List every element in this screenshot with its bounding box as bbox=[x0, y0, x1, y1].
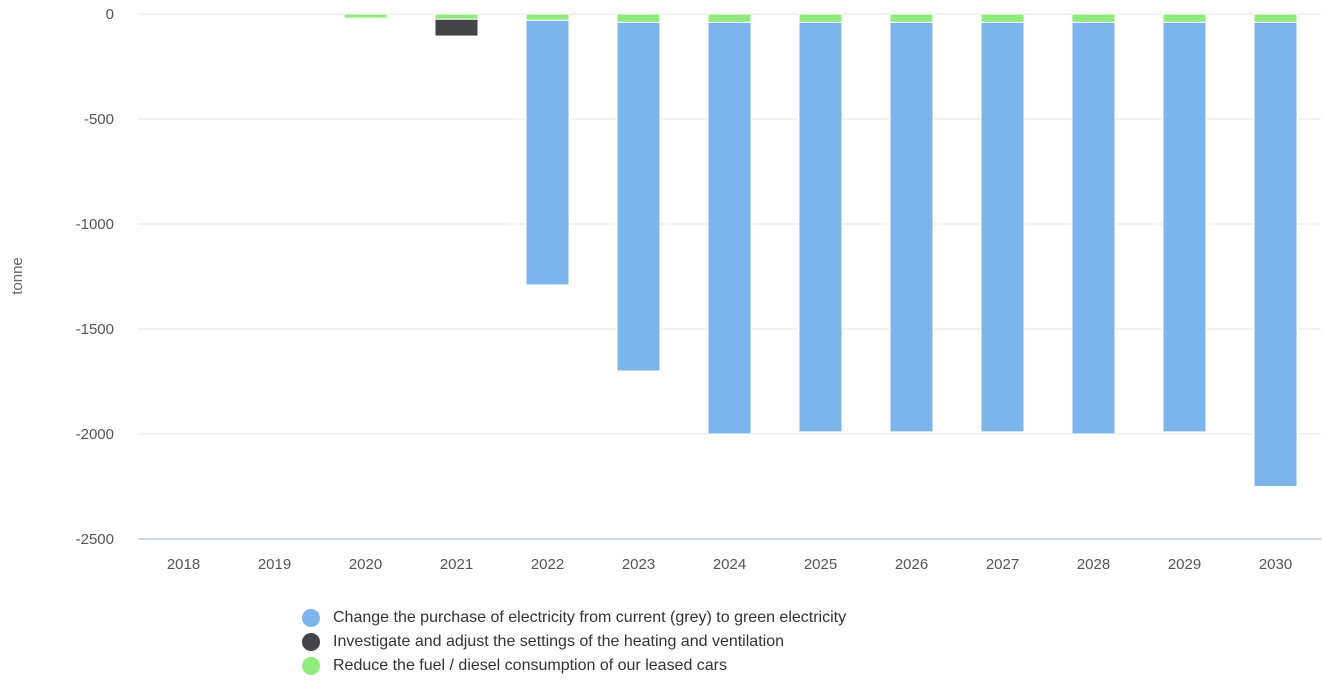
bar-segment[interactable] bbox=[1072, 14, 1115, 22]
y-axis-title: tonne bbox=[9, 257, 26, 295]
legend-marker-icon bbox=[302, 633, 320, 651]
x-tick-label: 2021 bbox=[440, 556, 473, 573]
bar-segment[interactable] bbox=[799, 14, 842, 22]
y-tick-label: 0 bbox=[106, 6, 114, 23]
y-tick-label: -2500 bbox=[76, 531, 114, 548]
y-tick-label: -1500 bbox=[76, 321, 114, 338]
y-axis-tick-labels: 0 -500 -1000 -1500 -2000 -2500 bbox=[76, 6, 114, 548]
x-tick-label: 2018 bbox=[167, 556, 200, 573]
legend-item-fuel-diesel[interactable]: Reduce the fuel / diesel consumption of … bbox=[302, 654, 846, 678]
x-tick-label: 2023 bbox=[622, 556, 655, 573]
x-tick-label: 2026 bbox=[895, 556, 928, 573]
legend-item-heating-ventilation[interactable]: Investigate and adjust the settings of t… bbox=[302, 630, 846, 654]
bar-segment[interactable] bbox=[617, 14, 660, 22]
legend-label: Investigate and adjust the settings of t… bbox=[333, 633, 784, 651]
bar-segment[interactable] bbox=[799, 22, 842, 432]
bar-segment[interactable] bbox=[708, 22, 751, 434]
bar-segment[interactable] bbox=[526, 14, 569, 20]
bars bbox=[344, 14, 1297, 487]
legend-marker-icon bbox=[302, 609, 320, 627]
bar-segment[interactable] bbox=[890, 14, 933, 22]
legend-label: Change the purchase of electricity from … bbox=[333, 609, 846, 627]
stacked-bar-chart: 0-500-1000-1500-2000-2500 2018 2019 2020 20… bbox=[0, 0, 1323, 600]
x-tick-label: 2025 bbox=[804, 556, 837, 573]
bar-segment[interactable] bbox=[1072, 22, 1115, 434]
x-tick-label: 2028 bbox=[1077, 556, 1110, 573]
bar-segment[interactable] bbox=[617, 22, 660, 371]
x-tick-label: 2024 bbox=[713, 556, 746, 573]
bar-segment[interactable] bbox=[981, 14, 1024, 22]
bar-segment[interactable] bbox=[1254, 14, 1297, 22]
y-tick-label: -2000 bbox=[76, 426, 114, 443]
x-tick-label: 2027 bbox=[986, 556, 1019, 573]
legend-item-electricity[interactable]: Change the purchase of electricity from … bbox=[302, 606, 846, 630]
legend-marker-icon bbox=[302, 657, 320, 675]
bar-segment[interactable] bbox=[981, 22, 1024, 432]
y-tick-label: -500 bbox=[84, 111, 114, 128]
bar-segment[interactable] bbox=[890, 22, 933, 432]
x-axis-tick-labels: 2018 2019 2020 2021 2022 2023 2024 2025 2026 2027… bbox=[167, 556, 1292, 573]
bar-segment[interactable] bbox=[435, 14, 478, 19]
x-tick-label: 2030 bbox=[1259, 556, 1292, 573]
x-tick-label: 2029 bbox=[1168, 556, 1201, 573]
bar-segment[interactable] bbox=[1163, 22, 1206, 432]
y-tick-label: -1000 bbox=[76, 216, 114, 233]
bar-segment[interactable] bbox=[435, 19, 478, 36]
bar-segment[interactable] bbox=[1254, 22, 1297, 486]
bar-segment[interactable] bbox=[344, 14, 387, 18]
legend: Change the purchase of electricity from … bbox=[302, 606, 846, 678]
legend-label: Reduce the fuel / diesel consumption of … bbox=[333, 657, 727, 675]
x-tick-label: 2019 bbox=[258, 556, 291, 573]
bar-segment[interactable] bbox=[1163, 14, 1206, 22]
bar-segment[interactable] bbox=[708, 14, 751, 22]
bar-segment[interactable] bbox=[526, 20, 569, 285]
x-tick-label: 2020 bbox=[349, 556, 382, 573]
x-tick-label: 2022 bbox=[531, 556, 564, 573]
